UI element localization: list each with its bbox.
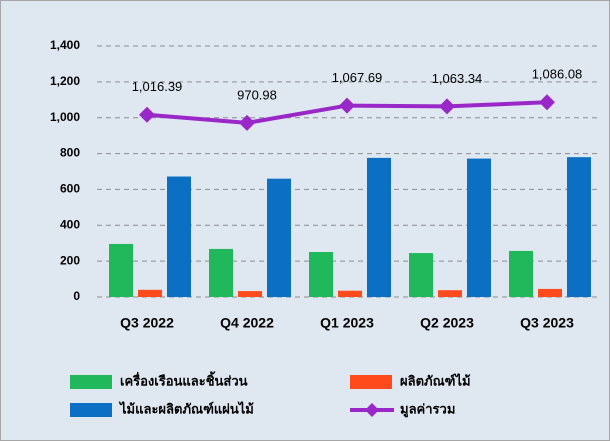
marker bbox=[539, 94, 555, 111]
y-tick-label: 400 bbox=[60, 217, 80, 231]
legend-label: มูลค่ารวม bbox=[400, 403, 455, 418]
marker bbox=[139, 106, 155, 123]
y-tick-label: 1,400 bbox=[50, 38, 80, 52]
data-label: 1,016.39 bbox=[132, 79, 183, 94]
marker bbox=[439, 98, 455, 115]
y-tick-label: 1,200 bbox=[50, 74, 80, 88]
bar bbox=[238, 291, 262, 297]
bar bbox=[338, 290, 362, 297]
bar bbox=[467, 158, 491, 297]
data-label: 1,067.69 bbox=[332, 70, 383, 85]
legend-swatch bbox=[350, 375, 392, 389]
y-tick-label: 600 bbox=[60, 182, 80, 196]
bar bbox=[309, 251, 333, 297]
y-tick-label: 200 bbox=[60, 253, 80, 267]
x-tick-label: Q1 2023 bbox=[320, 315, 374, 331]
bar bbox=[209, 248, 233, 297]
y-tick-label: 1,000 bbox=[50, 110, 80, 124]
x-tick-label: Q4 2022 bbox=[220, 315, 274, 331]
x-tick-label: Q3 2022 bbox=[120, 315, 174, 331]
bar bbox=[438, 290, 462, 297]
y-tick-label: 0 bbox=[73, 289, 80, 303]
data-label: 1,063.34 bbox=[432, 71, 483, 86]
bar bbox=[367, 157, 391, 297]
bar bbox=[538, 288, 562, 297]
legend-marker bbox=[365, 403, 379, 417]
bar bbox=[509, 250, 533, 297]
bar bbox=[267, 178, 291, 297]
bar bbox=[167, 176, 191, 297]
marker bbox=[339, 97, 355, 114]
marker bbox=[239, 114, 255, 131]
bar bbox=[567, 157, 591, 297]
bar bbox=[409, 253, 433, 297]
legend-label: ไม้และผลิตภัณฑ์แผ่นไม้ bbox=[118, 401, 254, 418]
data-label: 970.98 bbox=[237, 87, 277, 102]
y-tick-label: 800 bbox=[60, 146, 80, 160]
x-tick-label: Q3 2023 bbox=[520, 315, 574, 331]
x-tick-label: Q2 2023 bbox=[420, 315, 474, 331]
bar bbox=[109, 243, 133, 297]
legend-label: ผลิตภัณฑ์ไม้ bbox=[400, 373, 471, 390]
legend-swatch bbox=[70, 375, 112, 389]
bar bbox=[138, 289, 162, 297]
legend-label: เครื่องเรือนและชิ้นส่วน bbox=[120, 371, 248, 390]
legend-swatch bbox=[70, 403, 112, 417]
data-label: 1,086.08 bbox=[532, 67, 583, 82]
